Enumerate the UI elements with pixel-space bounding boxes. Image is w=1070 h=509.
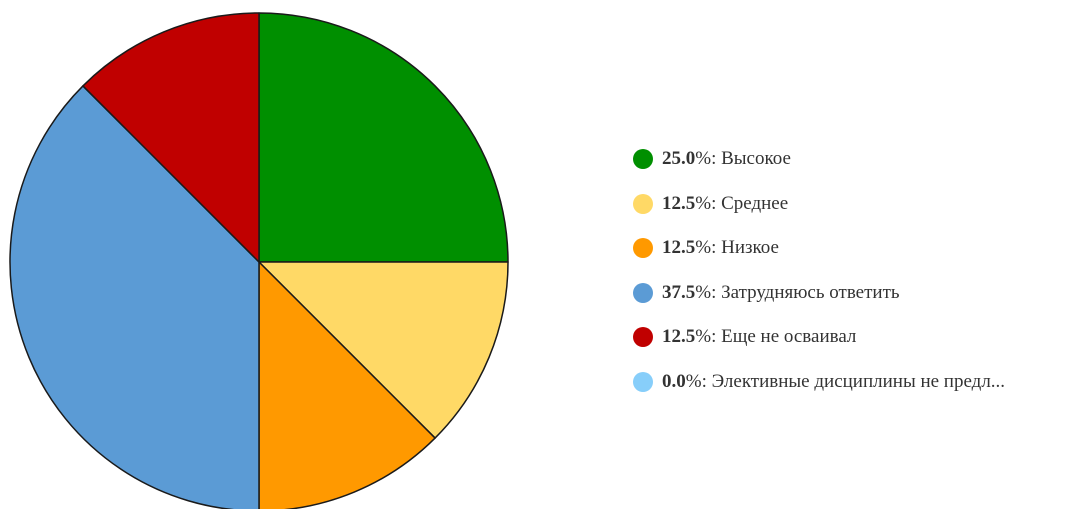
pie-slice-2 bbox=[258, 261, 436, 509]
legend-label-0: Высокое bbox=[721, 148, 791, 169]
legend-item-1: 12.5%: Среднее bbox=[632, 193, 1068, 215]
legend-swatch-1 bbox=[633, 193, 653, 214]
legend-percent-1: 12.5 bbox=[662, 192, 696, 214]
legend-separator-1: %: bbox=[695, 192, 722, 214]
legend-swatch-4 bbox=[633, 327, 653, 347]
legend-percent-0: 25.0 bbox=[662, 148, 696, 169]
pie-slice-0 bbox=[258, 12, 509, 263]
legend-text-4: 12.5%: Еще не осваивал bbox=[662, 326, 856, 348]
legend-item-0: 25.0%: Высокое bbox=[632, 148, 1068, 170]
legend-percent-5: 0.0 bbox=[662, 370, 686, 392]
legend-item-5: 0.0%: Элективные дисциплины не предл... bbox=[632, 371, 1068, 393]
legend: 25.0%: Высокое 12.5%: Среднее 12.5%: Низко… bbox=[632, 148, 1068, 415]
pie-slice-4 bbox=[82, 12, 260, 263]
legend-separator-0: %: bbox=[695, 148, 722, 169]
legend-swatch-0 bbox=[633, 149, 653, 169]
legend-text-1: 12.5%: Среднее bbox=[662, 193, 788, 215]
legend-swatch-2 bbox=[633, 238, 653, 258]
legend-separator-2: %: bbox=[695, 237, 722, 258]
legend-separator-5: %: bbox=[685, 370, 712, 392]
legend-label-2: Низкое bbox=[721, 237, 779, 258]
legend-item-2: 12.5%: Низкое bbox=[632, 237, 1068, 259]
legend-separator-4: %: bbox=[695, 326, 722, 347]
legend-text-0: 25.0%: Высокое bbox=[662, 148, 791, 170]
legend-label-4: Еще не осваивал bbox=[721, 326, 857, 347]
legend-text-2: 12.5%: Низкое bbox=[662, 237, 779, 259]
legend-percent-3: 37.5 bbox=[662, 281, 696, 303]
pie-plot bbox=[9, 12, 509, 509]
legend-item-4: 12.5%: Еще не осваивал bbox=[632, 326, 1068, 348]
legend-percent-4: 12.5 bbox=[662, 326, 696, 347]
pie-slice-3 bbox=[9, 85, 260, 509]
legend-swatch-3 bbox=[633, 282, 653, 303]
pie-slice-1 bbox=[258, 261, 509, 439]
legend-percent-2: 12.5 bbox=[662, 237, 696, 258]
legend-label-1: Среднее bbox=[721, 192, 789, 214]
legend-swatch-5 bbox=[633, 371, 653, 392]
legend-label-3: Затрудняюсь ответить bbox=[721, 281, 900, 303]
legend-item-3: 37.5%: Затрудняюсь ответить bbox=[632, 282, 1068, 304]
legend-text-3: 37.5%: Затрудняюсь ответить bbox=[662, 282, 900, 304]
legend-label-5: Элективные дисциплины не предл... bbox=[711, 370, 1006, 392]
legend-separator-3: %: bbox=[695, 281, 722, 303]
legend-text-5: 0.0%: Элективные дисциплины не предл... bbox=[662, 371, 1005, 393]
